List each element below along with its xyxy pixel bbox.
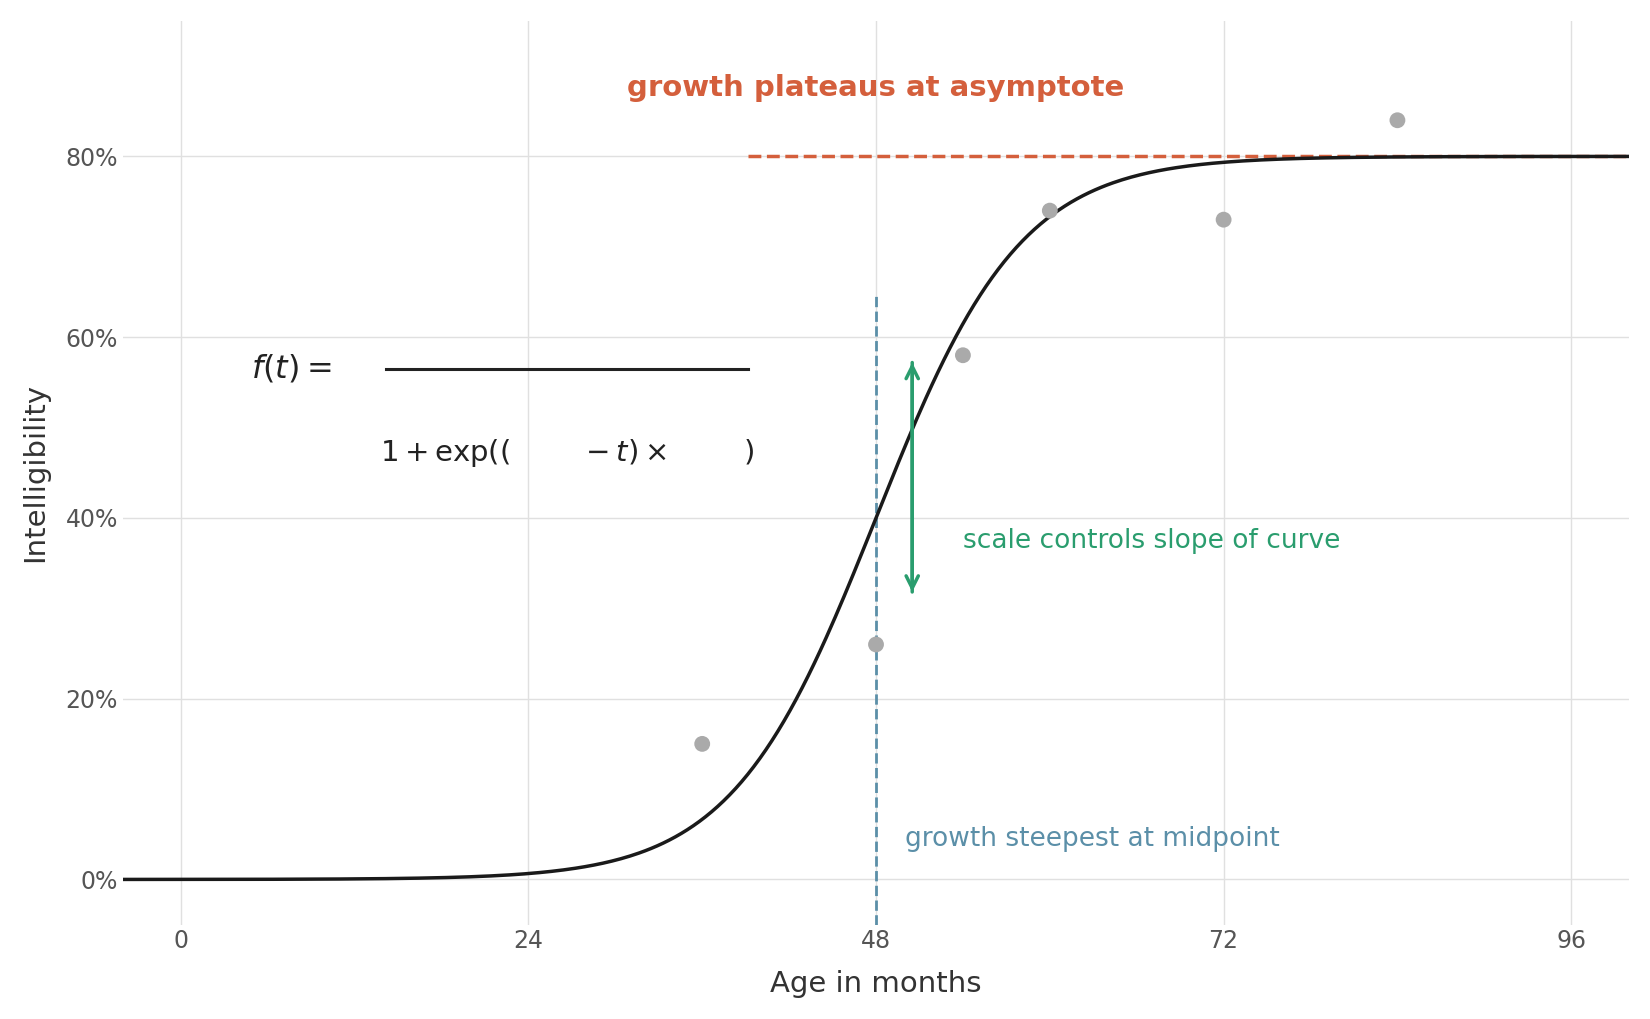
Text: growth plateaus at asymptote: growth plateaus at asymptote bbox=[627, 74, 1125, 102]
Point bbox=[1036, 203, 1063, 219]
Text: growth steepest at midpoint: growth steepest at midpoint bbox=[904, 826, 1280, 852]
Point bbox=[950, 347, 977, 364]
Text: $1 + \exp((\quad\quad\;\, - t) \times \quad\quad\;\,)$: $1 + \exp((\quad\quad\;\, - t) \times \q… bbox=[380, 436, 754, 469]
Point bbox=[690, 736, 716, 752]
Point bbox=[1211, 212, 1238, 228]
Point bbox=[1384, 112, 1411, 128]
X-axis label: Age in months: Age in months bbox=[771, 970, 982, 999]
Text: scale controls slope of curve: scale controls slope of curve bbox=[964, 528, 1340, 553]
Y-axis label: Intelligibility: Intelligibility bbox=[21, 383, 50, 562]
Text: $f(t) = $: $f(t) = $ bbox=[251, 353, 332, 385]
Point bbox=[863, 636, 889, 652]
